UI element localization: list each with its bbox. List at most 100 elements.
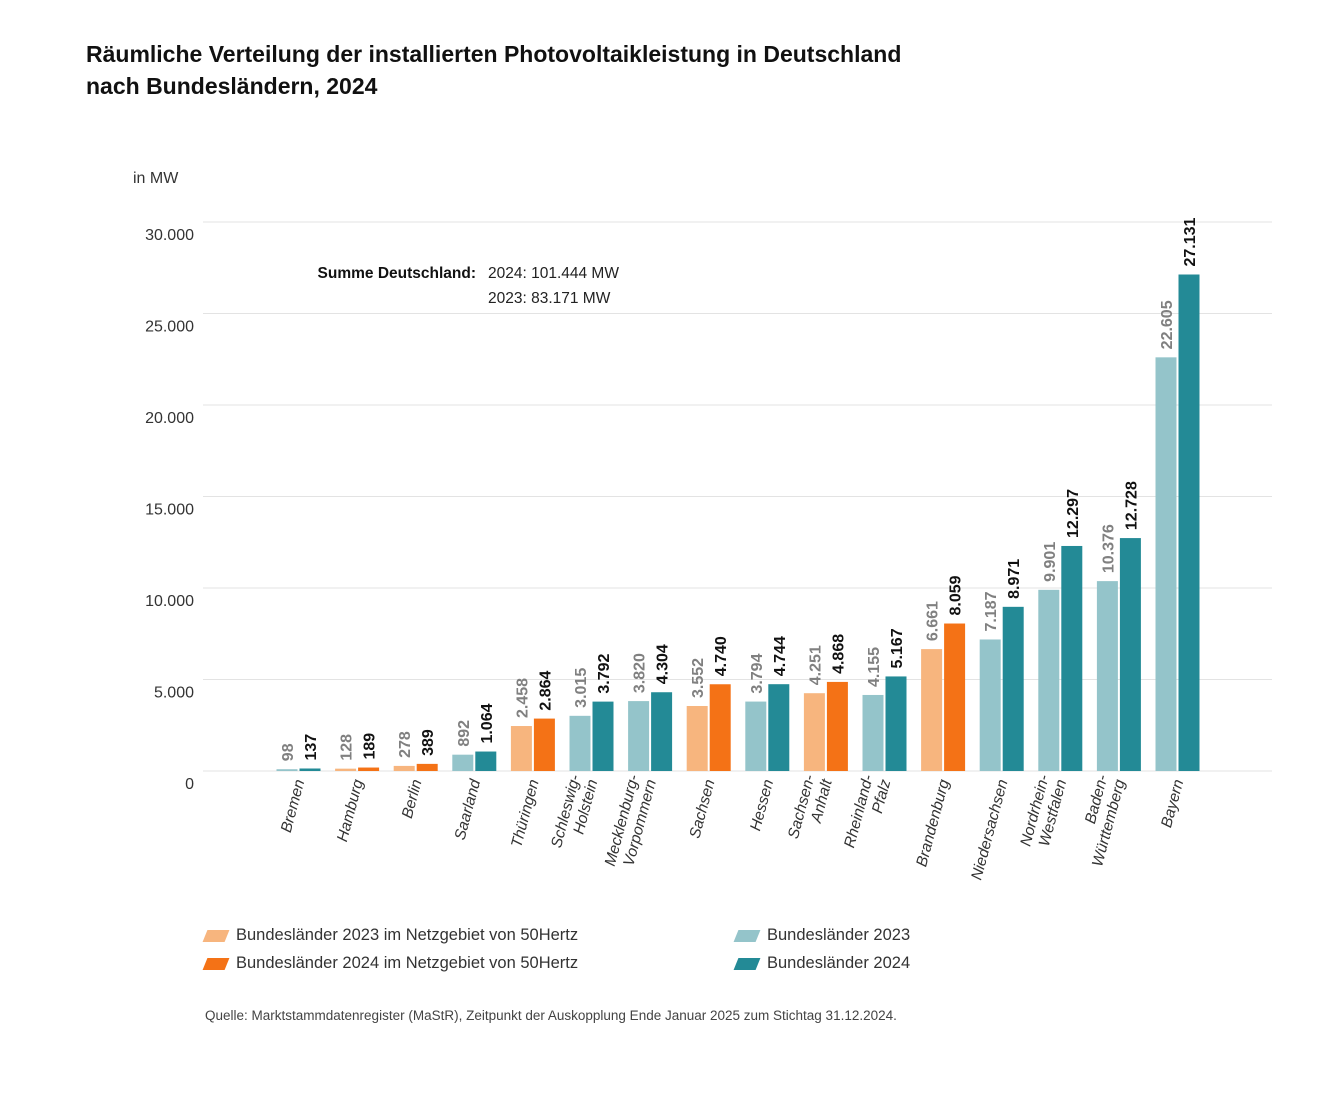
x-axis-labels-layer: Bremen Hamburg Berlin Saarland Thüringen Schl… xyxy=(278,773,1187,882)
x-tick-label-line: Hamburg xyxy=(334,777,367,843)
value-label-2023: 892 xyxy=(456,720,473,747)
value-label-2023: 3.794 xyxy=(749,653,766,693)
x-tick-label: Sachsen xyxy=(687,778,719,841)
value-label-2024: 4.744 xyxy=(772,636,789,676)
chart-title-line-2: nach Bundesländern, 2024 xyxy=(86,73,378,99)
x-tick-label-line: Bayern xyxy=(1158,778,1187,830)
value-label-2024: 27.131 xyxy=(1182,217,1199,266)
x-tick-label-line: Niedersachsen xyxy=(968,778,1011,882)
legend-swatch-hertz-2024 xyxy=(202,957,230,970)
x-tick-label-line: Brandenburg xyxy=(913,777,953,868)
legend-swatch-other-2023 xyxy=(733,929,761,942)
x-tick-label-line: Berlin xyxy=(399,778,426,821)
bar-2023 xyxy=(803,693,825,771)
value-label-2023: 2.458 xyxy=(514,678,531,718)
x-tick-label: Nordrhein-Westfalen xyxy=(1017,773,1070,848)
value-label-2023: 4.155 xyxy=(866,647,883,687)
bars-layer xyxy=(276,274,1200,771)
x-tick-label: Sachsen-Anhalt xyxy=(785,773,836,841)
value-label-2024: 1.064 xyxy=(479,703,496,743)
value-label-2023: 9.901 xyxy=(1042,542,1059,582)
value-label-2023: 7.187 xyxy=(983,591,1000,631)
value-label-2023: 278 xyxy=(397,731,414,758)
bar-2023 xyxy=(745,701,767,771)
bar-2023 xyxy=(276,769,298,771)
bar-2024 xyxy=(533,718,555,771)
chart-title-line-1: Räumliche Verteilung der installierten P… xyxy=(86,41,902,67)
bar-2023 xyxy=(628,701,650,771)
value-label-2024: 4.740 xyxy=(713,636,730,676)
legend-swatch-hertz-2023 xyxy=(202,929,230,942)
x-tick-label-line: Bremen xyxy=(278,778,308,835)
legend-label-other-2024: Bundesländer 2024 xyxy=(767,954,911,972)
legend-label-other-2023: Bundesländer 2023 xyxy=(767,926,911,944)
x-tick-label-line: Sachsen xyxy=(687,778,719,841)
value-label-2024: 4.868 xyxy=(830,634,847,674)
bar-2024 xyxy=(1178,274,1200,771)
x-tick-label: Thüringen xyxy=(508,778,542,850)
value-label-2023: 6.661 xyxy=(925,601,942,641)
bar-2024 xyxy=(826,681,848,771)
legend-swatch-other-2024 xyxy=(733,957,761,970)
y-tick-label: 10.000 xyxy=(145,593,194,610)
bar-2023 xyxy=(510,726,532,771)
x-tick-label: Baden-Württemberg xyxy=(1082,773,1129,869)
y-tick-label: 5.000 xyxy=(154,685,194,702)
value-label-2023: 22.605 xyxy=(1159,300,1176,349)
value-label-2023: 128 xyxy=(339,734,356,761)
y-tick-label: 0 xyxy=(185,776,194,793)
x-tick-label: Rheinland-Pfalz xyxy=(841,773,894,850)
value-label-2024: 389 xyxy=(420,729,437,756)
x-tick-label: Saarland xyxy=(452,776,485,842)
value-label-2024: 4.304 xyxy=(655,644,672,684)
y-tick-label: 25.000 xyxy=(145,319,194,336)
bar-2024 xyxy=(416,763,438,771)
bar-2023 xyxy=(686,705,708,771)
value-label-2023: 98 xyxy=(280,743,297,761)
x-tick-label-line: Hessen xyxy=(747,778,777,833)
bar-2024 xyxy=(651,692,673,771)
y-axis-unit-label: in MW xyxy=(133,170,179,187)
x-tick-label-line: Saarland xyxy=(452,776,485,842)
value-label-2024: 5.167 xyxy=(889,628,906,668)
bar-2024 xyxy=(944,623,966,771)
bar-2024 xyxy=(885,676,907,771)
x-tick-label: Brandenburg xyxy=(913,777,953,868)
x-tick-label: Bremen xyxy=(278,778,308,835)
value-label-2024: 8.971 xyxy=(1006,559,1023,599)
value-label-2023: 10.376 xyxy=(1100,524,1117,573)
legend-item-hertz-2024: Bundesländer 2024 im Netzgebiet von 50He… xyxy=(202,954,578,973)
value-label-2023: 3.015 xyxy=(573,668,590,708)
bar-2023 xyxy=(1038,589,1060,771)
x-tick-label-line: Thüringen xyxy=(508,778,542,850)
bar-2023 xyxy=(335,768,357,771)
value-label-2023: 3.820 xyxy=(632,653,649,693)
y-tick-label: 30.000 xyxy=(145,227,194,244)
value-label-2024: 12.297 xyxy=(1065,489,1082,538)
bar-2023 xyxy=(921,649,943,771)
x-tick-label: Schleswig-Holstein xyxy=(548,773,601,850)
bar-2023 xyxy=(862,694,884,771)
legend-item-hertz-2023: Bundesländer 2023 im Netzgebiet von 50He… xyxy=(202,926,578,945)
bar-2024 xyxy=(1119,538,1141,771)
value-label-2023: 3.552 xyxy=(690,658,707,698)
bar-2023 xyxy=(1096,581,1118,771)
value-label-2024: 137 xyxy=(303,734,320,761)
y-tick-label: 15.000 xyxy=(145,502,194,519)
x-tick-label: Mecklenburg-Vorpommern xyxy=(602,773,660,868)
legend: Bundesländer 2023 im Netzgebiet von 50He… xyxy=(202,926,1105,982)
value-label-2024: 12.728 xyxy=(1123,481,1140,530)
annotation-total-2023: 2023: 83.171 MW xyxy=(488,290,611,307)
value-label-2024: 189 xyxy=(362,733,379,760)
bar-2024 xyxy=(1002,606,1024,771)
total-annotation: Summe Deutschland: 2024: 101.444 MW 2023… xyxy=(318,265,620,307)
bar-2023 xyxy=(979,639,1001,771)
legend-item-other-2024: Bundesländer 2024 xyxy=(733,954,911,973)
annotation-label: Summe Deutschland: xyxy=(318,265,476,282)
bar-2024 xyxy=(475,751,497,771)
bar-2024 xyxy=(1061,545,1083,771)
bar-2024 xyxy=(358,767,380,771)
value-labels-layer: 98 137 128 189 278 389 892 1.064 2.458 2.864 3.015… xyxy=(280,217,1199,761)
chart-title: Räumliche Verteilung der installierten P… xyxy=(86,38,1186,102)
